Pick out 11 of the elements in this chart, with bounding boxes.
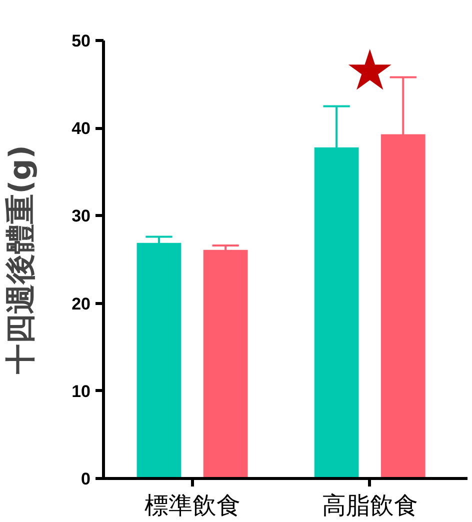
x-tick-label: 高脂飲食 <box>322 492 418 520</box>
y-tick-label: 50 <box>72 32 91 50</box>
annotation: ★ <box>344 38 395 104</box>
y-axis-title: 十四週後體重(g) <box>4 145 39 375</box>
y-tick-label: 0 <box>81 470 91 488</box>
y-tick-label: 20 <box>72 294 91 314</box>
y-tick-label: 10 <box>72 382 91 401</box>
y-tick-label: 40 <box>72 119 91 138</box>
x-tick-label: 標準飲食 <box>144 492 240 520</box>
y-tick-label: 30 <box>72 206 91 226</box>
bar <box>203 250 248 478</box>
